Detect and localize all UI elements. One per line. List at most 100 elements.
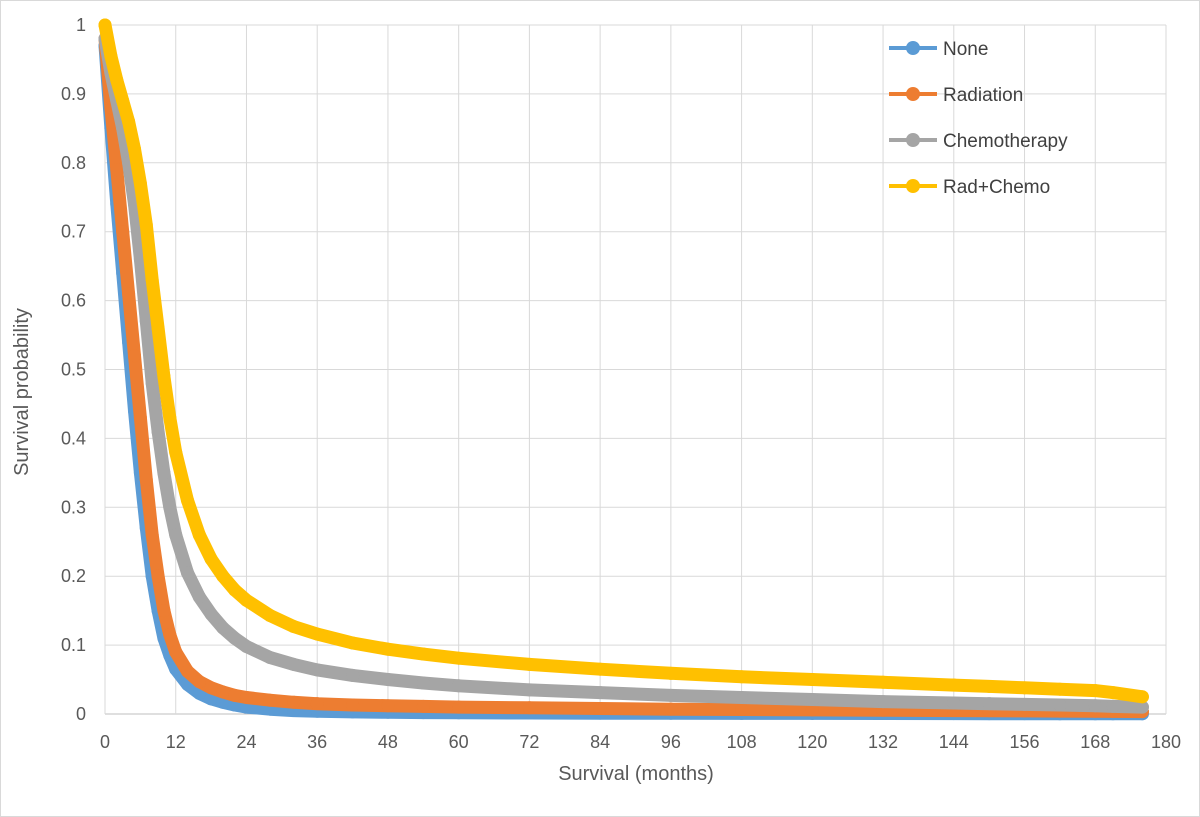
data-point xyxy=(664,702,678,716)
data-point xyxy=(452,700,466,714)
data-point xyxy=(947,696,961,710)
data-point xyxy=(263,651,277,665)
data-point xyxy=(163,411,177,425)
series-radiation xyxy=(98,32,1149,719)
data-point xyxy=(593,701,607,715)
legend-marker xyxy=(906,179,920,193)
data-point xyxy=(664,688,678,702)
y-tick-label: 0.3 xyxy=(61,497,86,517)
data-point xyxy=(239,593,253,607)
x-tick-label: 132 xyxy=(868,732,898,752)
data-point xyxy=(151,569,165,583)
data-point xyxy=(522,683,536,697)
series-rad-chemo xyxy=(98,18,1149,704)
data-point xyxy=(157,466,171,480)
data-point xyxy=(735,690,749,704)
data-point xyxy=(1018,697,1032,711)
data-point xyxy=(416,676,430,690)
x-tick-label: 108 xyxy=(727,732,757,752)
x-tick-label: 144 xyxy=(939,732,969,752)
y-tick-label: 0.9 xyxy=(61,84,86,104)
data-point xyxy=(416,699,430,713)
x-tick-label: 36 xyxy=(307,732,327,752)
y-tick-label: 1 xyxy=(76,15,86,35)
data-point xyxy=(522,701,536,715)
data-point xyxy=(452,679,466,693)
data-point xyxy=(522,657,536,671)
x-tick-label: 96 xyxy=(661,732,681,752)
data-point xyxy=(1018,681,1032,695)
data-point xyxy=(127,142,141,156)
data-point xyxy=(805,703,819,717)
x-axis-title: Survival (months) xyxy=(558,763,714,785)
y-tick-label: 0.7 xyxy=(61,222,86,242)
y-tick-label: 0.5 xyxy=(61,360,86,380)
data-point xyxy=(593,686,607,700)
x-tick-label: 12 xyxy=(166,732,186,752)
data-point xyxy=(1135,690,1149,704)
data-point xyxy=(110,163,124,177)
y-axis-ticks: 0 0.1 0.2 0.3 0.4 0.5 0.6 0.7 0.8 0.9 1 xyxy=(61,15,86,724)
data-point xyxy=(982,679,996,693)
data-point xyxy=(982,697,996,711)
data-point xyxy=(204,681,218,695)
x-tick-label: 84 xyxy=(590,732,610,752)
data-point xyxy=(346,698,360,712)
legend-item-radiation: Radiation xyxy=(889,85,1023,106)
data-point xyxy=(310,663,324,677)
y-tick-label: 0.1 xyxy=(61,635,86,655)
y-tick-label: 0.4 xyxy=(61,428,86,448)
series-line xyxy=(98,18,1149,704)
data-point xyxy=(1135,700,1149,714)
data-point xyxy=(163,628,177,642)
data-point xyxy=(98,18,112,32)
data-point xyxy=(287,657,301,671)
y-tick-label: 0 xyxy=(76,704,86,724)
y-axis-title: Survival probability xyxy=(11,308,33,476)
x-tick-label: 60 xyxy=(449,732,469,752)
legend-item-none: None xyxy=(889,39,988,60)
data-point xyxy=(346,668,360,682)
data-point xyxy=(735,703,749,717)
data-point xyxy=(169,528,183,542)
data-point xyxy=(204,607,218,621)
data-point xyxy=(228,583,242,597)
legend: None Radiation Chemotherapy Rad+Chemo xyxy=(889,39,1068,198)
data-point xyxy=(169,445,183,459)
data-point xyxy=(116,94,130,108)
data-point xyxy=(664,666,678,680)
data-point xyxy=(145,376,159,390)
data-point xyxy=(1088,684,1102,698)
data-point xyxy=(216,685,230,699)
data-point xyxy=(104,49,118,63)
data-point xyxy=(157,369,171,383)
x-axis-ticks: 0 12 24 36 48 60 72 84 96 108 120 132 144 156 168 180 xyxy=(100,732,1181,752)
data-point xyxy=(139,314,153,328)
data-point xyxy=(1053,682,1067,696)
data-point xyxy=(1106,686,1120,700)
legend-label: Chemotherapy xyxy=(943,131,1068,152)
legend-item-chemotherapy: Chemotherapy xyxy=(889,131,1068,152)
legend-marker xyxy=(906,41,920,55)
legend-item-rad-chemo: Rad+Chemo xyxy=(889,177,1050,198)
data-point xyxy=(204,552,218,566)
data-point xyxy=(151,321,165,335)
data-point xyxy=(216,621,230,635)
data-point xyxy=(239,639,253,653)
data-point xyxy=(145,273,159,287)
data-point xyxy=(192,590,206,604)
data-point xyxy=(228,688,242,702)
data-point xyxy=(239,690,253,704)
legend-marker xyxy=(906,133,920,147)
data-point xyxy=(805,693,819,707)
data-point xyxy=(122,287,136,301)
data-point xyxy=(381,642,395,656)
data-point xyxy=(1106,699,1120,713)
y-tick-label: 0.2 xyxy=(61,566,86,586)
data-point xyxy=(139,218,153,232)
data-point xyxy=(110,73,124,87)
data-point xyxy=(139,473,153,487)
data-point xyxy=(310,697,324,711)
data-point xyxy=(416,647,430,661)
data-point xyxy=(181,493,195,507)
